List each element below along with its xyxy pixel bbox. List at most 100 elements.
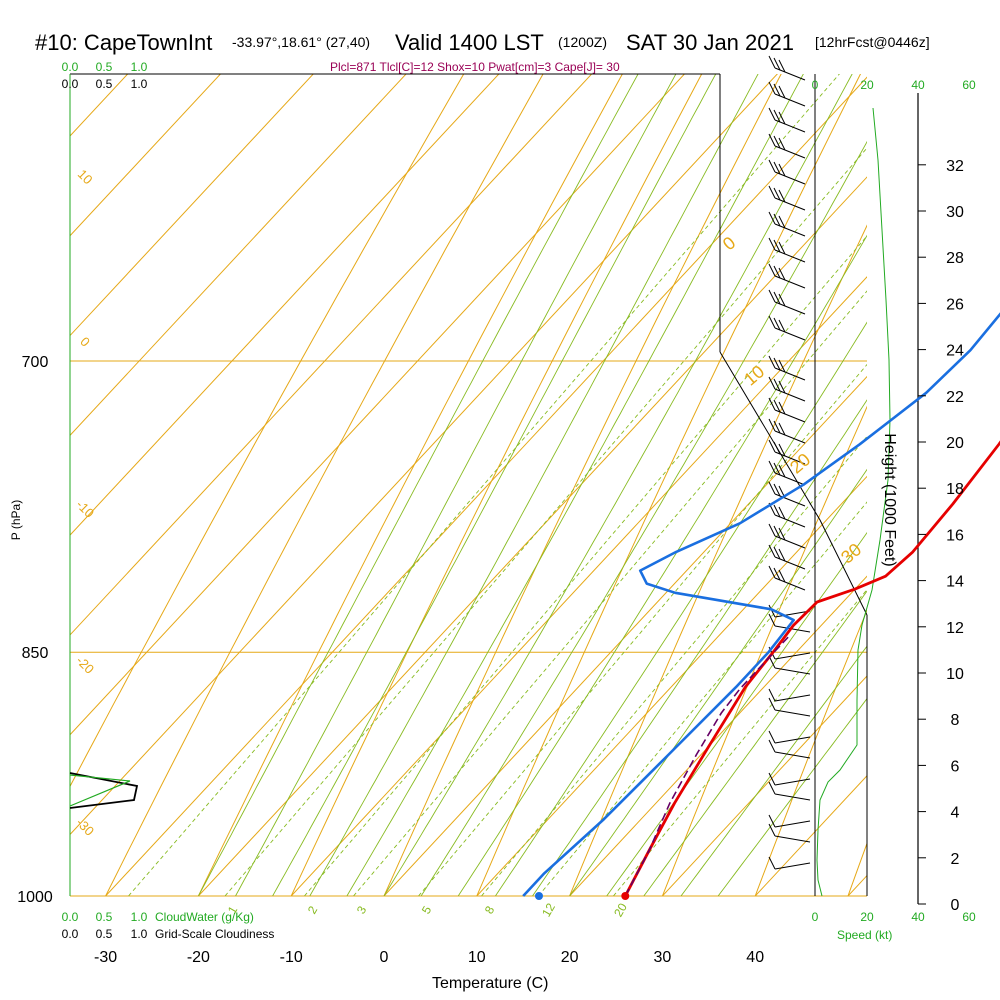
wind-barb-staff — [774, 625, 811, 633]
wind-barb-flag — [768, 823, 776, 837]
wind-barb-staff — [774, 736, 811, 744]
isotherm-label: -30 — [73, 815, 97, 839]
wind-barb-staff — [774, 835, 811, 843]
wind-barb-flag — [768, 688, 776, 702]
moist-adiabat--8 — [309, 74, 759, 896]
wind-barb-flag — [773, 567, 781, 581]
wind-speed-profile — [816, 107, 891, 897]
moist-adiabat--4 — [346, 74, 804, 896]
wind-barb-flag — [768, 418, 776, 432]
mixing-ratio-label: 5 — [419, 903, 435, 916]
wind-barb-flag — [773, 483, 781, 497]
wind-barb-flag — [778, 359, 786, 373]
wind-barb-flag — [773, 441, 781, 455]
wind-barb-flag — [768, 565, 776, 579]
wind-barb-flag — [773, 291, 781, 305]
mixing-ratio-20 — [613, 588, 867, 896]
moist-adiabat-20 — [569, 468, 867, 896]
surface-dewpoint-point — [534, 892, 543, 900]
isotherm--80 — [70, 74, 407, 437]
wind-barb-flag — [768, 544, 776, 558]
wind-barb-flag — [778, 111, 786, 125]
wind-barb-flag — [768, 697, 776, 711]
chart-title-coords: -33.97°,18.61° (27,40) — [232, 34, 370, 50]
wind-barb-flag — [778, 319, 786, 333]
height-tick-label: 0 — [951, 897, 960, 914]
wind-barb-flag — [773, 317, 781, 331]
dry-adiabat-10 — [476, 74, 862, 896]
height-tick-label: 24 — [946, 343, 964, 360]
series-parcel — [624, 633, 792, 897]
p-tick-label: 850 — [22, 645, 49, 662]
moist-adiabat-32 — [680, 645, 867, 896]
dry-adiabat--20 — [197, 74, 623, 896]
chart-title-valid: Valid 1400 LST — [395, 30, 544, 55]
isotherm-lines — [70, 74, 867, 896]
surface-temperature-point — [621, 892, 630, 900]
height-tick-label: 8 — [951, 712, 960, 729]
wind-barbs — [768, 55, 811, 870]
isotherm-50 — [847, 874, 867, 896]
wind-barb-flag — [773, 399, 781, 413]
height-tick-label: 2 — [951, 851, 960, 868]
moist-adiabat-8 — [457, 234, 867, 896]
wind-barb-flag — [768, 55, 776, 69]
wind-barb-flag — [768, 237, 776, 251]
x-tick-label: 30 — [654, 949, 672, 966]
wind-barb-staff — [774, 610, 811, 618]
wind-barb-flag — [778, 59, 786, 73]
wind-barb-flag — [768, 397, 776, 411]
cloud-water-tick-bottom: 0.0 — [62, 910, 79, 924]
moist-adiabat-16 — [532, 399, 867, 896]
dry-adiabat-50 — [847, 842, 867, 896]
sounding-series — [522, 312, 1000, 900]
mixing-ratio-0.4 — [128, 74, 840, 896]
isotherm--20 — [198, 176, 867, 896]
isotherm-label: 0 — [77, 334, 93, 350]
tropopause-boundary — [719, 351, 868, 616]
wind-barb-staff — [774, 793, 811, 801]
isotherm--30 — [105, 76, 867, 896]
wind-barb-flag — [778, 569, 786, 583]
dry-adiabat-label: 20 — [786, 449, 814, 477]
isotherm--100 — [70, 74, 222, 237]
wind-barb-flag — [773, 357, 781, 371]
wind-barb-staff — [774, 778, 811, 786]
wind-barb-flag — [768, 772, 776, 786]
wind-barb-flag — [768, 315, 776, 329]
wind-barb-flag — [768, 81, 776, 95]
p-tick-label: 700 — [22, 354, 49, 371]
wind-barb-flag — [773, 239, 781, 253]
wind-barb-flag — [768, 159, 776, 173]
dry-adiabat-30 — [661, 405, 867, 896]
wind-barb-flag — [768, 185, 776, 199]
wind-barb-flag — [773, 83, 781, 97]
wind-barb-flag — [778, 241, 786, 255]
isotherm-20 — [569, 575, 867, 896]
wind-barb-flag — [768, 814, 776, 828]
height-tick-label: 32 — [946, 158, 964, 175]
wind-barb-flag — [773, 135, 781, 149]
wind-barb-flag — [773, 504, 781, 518]
wind-barb-flag — [778, 464, 786, 478]
height-tick-label: 18 — [946, 481, 964, 498]
isobar-lines — [70, 360, 867, 897]
x-tick-label: 40 — [746, 949, 764, 966]
wind-barb-flag — [773, 187, 781, 201]
moist-adiabat-lines — [198, 74, 867, 896]
wind-barb-flag — [778, 380, 786, 394]
isotherm--60 — [70, 74, 593, 636]
wind-speed-title: Speed (kt) — [837, 928, 892, 942]
cloudiness-trace — [69, 772, 139, 809]
cloudiness-tick-top: 0.5 — [96, 77, 113, 91]
isotherm-10 — [476, 475, 867, 896]
dry-adiabat-20 — [569, 224, 867, 896]
wind-barb-flag — [768, 211, 776, 225]
isotherm-label: -20 — [73, 653, 97, 677]
wind-barb-flag — [768, 481, 776, 495]
dry-adiabat--10 — [290, 74, 703, 896]
wind-barb-flag — [768, 355, 776, 369]
moist-adiabat-24 — [606, 531, 867, 896]
isotherm--10 — [290, 276, 867, 896]
